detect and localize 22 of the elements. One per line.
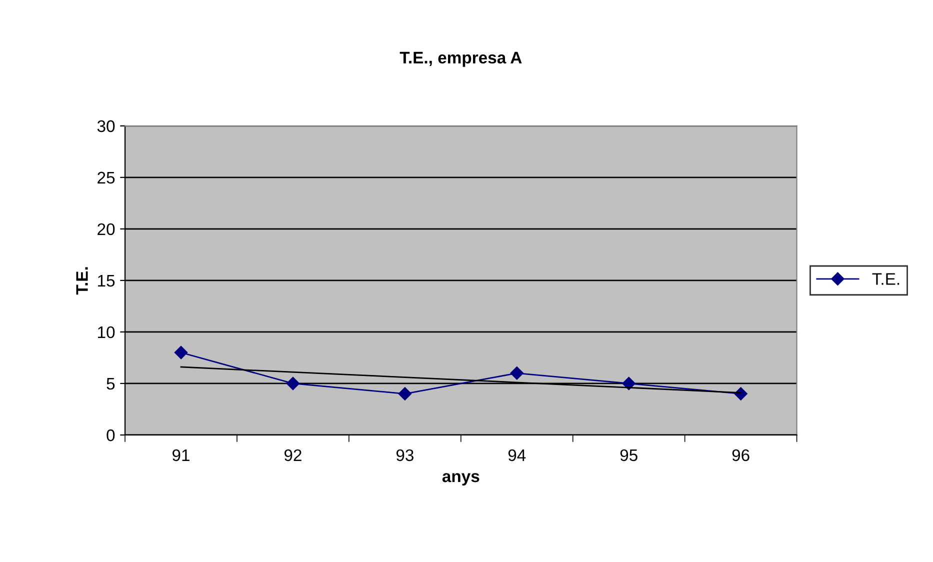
x-axis-title: anys: [442, 473, 480, 486]
x-tick-label: 93: [396, 449, 414, 462]
x-tick-label: 95: [620, 449, 638, 462]
y-tick-label: 20: [98, 223, 115, 236]
y-tick-label: 0: [106, 429, 115, 442]
point: [398, 387, 412, 400]
x-tick-label: 96: [732, 449, 750, 462]
point: [622, 376, 636, 390]
chart-title: T.E., empresa A: [400, 52, 522, 67]
y-tick-label: 25: [98, 172, 115, 184]
y-tick-label: 15: [98, 275, 115, 287]
x-tick-label: 94: [508, 449, 526, 462]
point: [510, 366, 524, 380]
legend-label: T.E.: [872, 273, 900, 285]
y-tick-label: 30: [97, 120, 115, 132]
point: [174, 346, 188, 360]
y-tick-label: 10: [98, 326, 115, 338]
y-tick-label: 5: [106, 378, 115, 390]
x-tick-label: 92: [284, 449, 302, 462]
y-axis-title: T.E.: [76, 267, 88, 295]
point: [286, 376, 300, 390]
x-tick-label: 91: [172, 449, 190, 462]
